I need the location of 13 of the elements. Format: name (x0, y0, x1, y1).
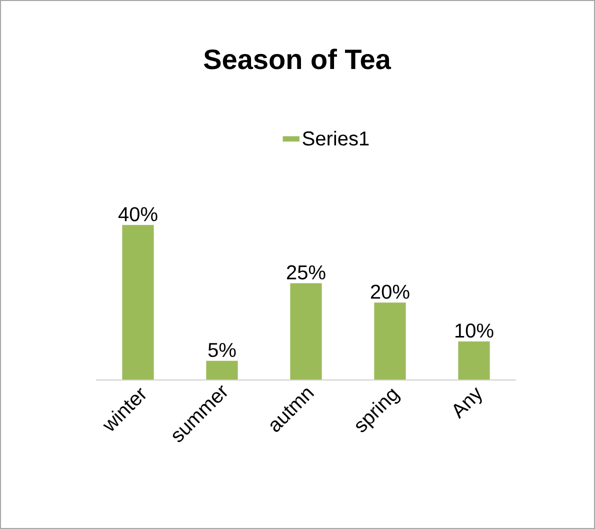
chart-title: Season of Tea (204, 48, 392, 70)
data-label: 20% (370, 284, 410, 299)
data-label: 40% (118, 207, 158, 222)
data-label: 5% (208, 342, 236, 358)
bar (206, 360, 238, 380)
bar (290, 282, 322, 380)
legend-label: Series1 (302, 130, 369, 146)
bar (374, 302, 406, 380)
data-label: 25% (286, 265, 326, 280)
data-label: 10% (456, 324, 494, 338)
bar (458, 340, 490, 380)
x-tick-label: Any (454, 387, 482, 420)
bar (122, 224, 154, 380)
